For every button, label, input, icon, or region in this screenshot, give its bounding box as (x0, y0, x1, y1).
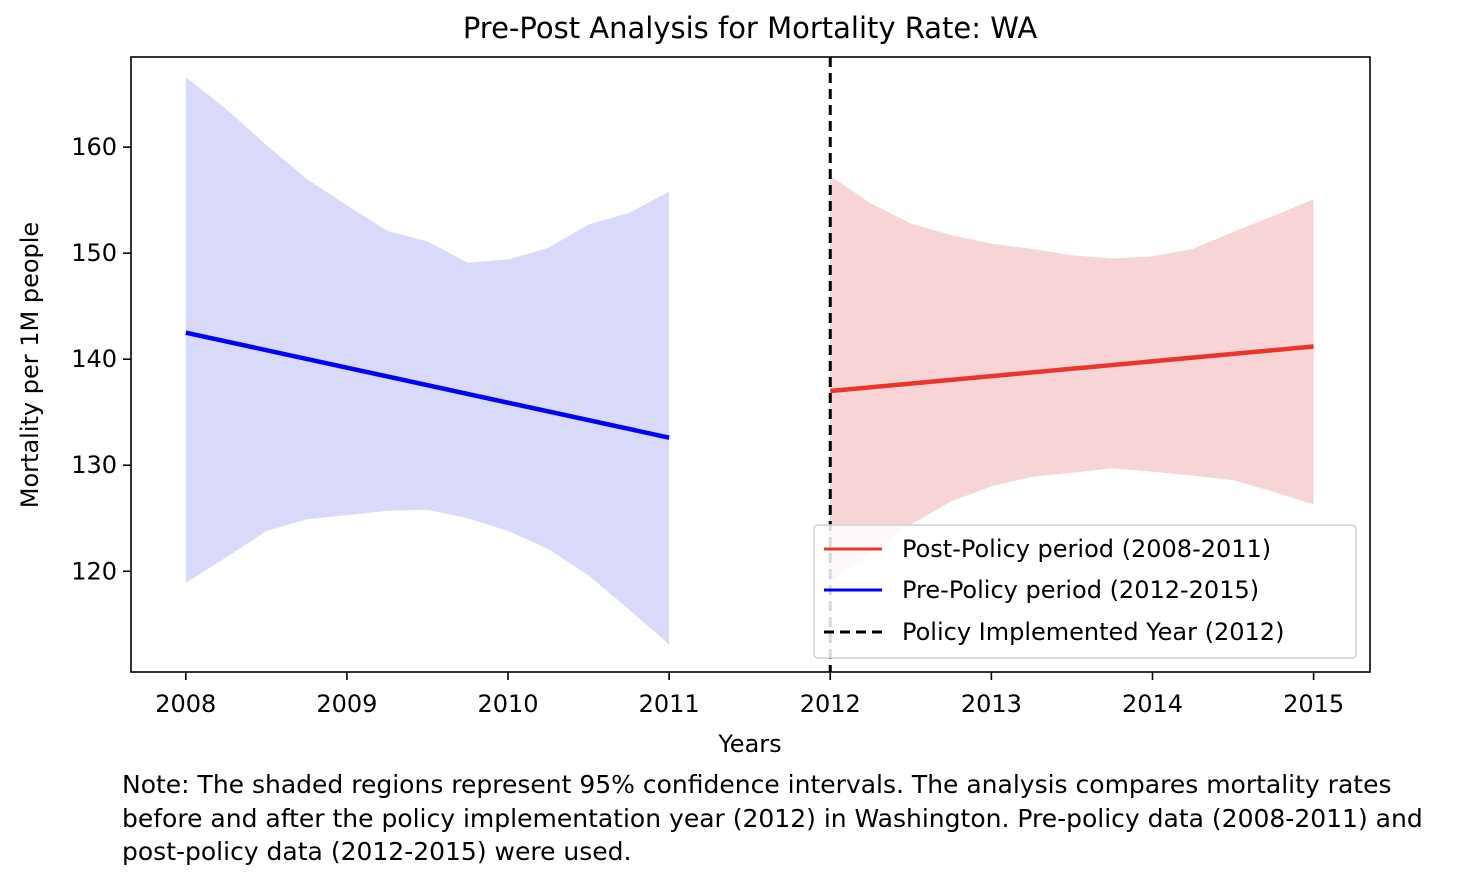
x-axis-label: Years (717, 730, 781, 758)
chart-title: Pre-Post Analysis for Mortality Rate: WA (463, 11, 1038, 45)
y-tick-label: 160 (71, 133, 117, 161)
y-axis: 120 130 140 150 160 (71, 133, 131, 585)
legend-label-pre-policy: Pre-Policy period (2012-2015) (902, 576, 1259, 604)
y-tick-label: 130 (71, 451, 117, 479)
legend-box (813, 524, 1357, 659)
plot-area (185, 57, 1314, 672)
x-tick-label: 2013 (961, 690, 1022, 718)
chart-canvas: Pre-Post Analysis for Mortality Rate: WA… (16, 11, 1371, 758)
x-tick-label: 2014 (1122, 690, 1183, 718)
ci-band-pre-policy (185, 77, 670, 645)
ci-band-post-policy (830, 175, 1314, 582)
y-tick-label: 120 (71, 557, 117, 585)
x-tick-label: 2008 (155, 690, 216, 718)
x-axis: 2008 2009 2010 2011 2012 2013 2014 2015 (155, 672, 1344, 718)
legend-label-post-policy: Post-Policy period (2008-2011) (902, 535, 1271, 563)
legend-label-policy-year: Policy Implemented Year (2012) (902, 618, 1284, 646)
x-tick-label: 2012 (800, 690, 861, 718)
x-tick-label: 2010 (477, 690, 538, 718)
y-tick-label: 140 (71, 345, 117, 373)
x-tick-label: 2009 (316, 690, 377, 718)
x-tick-label: 2011 (639, 690, 700, 718)
y-tick-label: 150 (71, 239, 117, 267)
series-line-post-policy (830, 344, 1314, 394)
series-line-pre-policy (185, 330, 670, 440)
y-axis-label: Mortality per 1M people (16, 222, 44, 508)
plot-frame (130, 56, 1371, 673)
figure-note: Note: The shaded regions represent 95% c… (122, 770, 1423, 866)
x-tick-label: 2015 (1283, 690, 1344, 718)
legend: Post-Policy period (2008-2011) Pre-Polic… (813, 524, 1357, 659)
